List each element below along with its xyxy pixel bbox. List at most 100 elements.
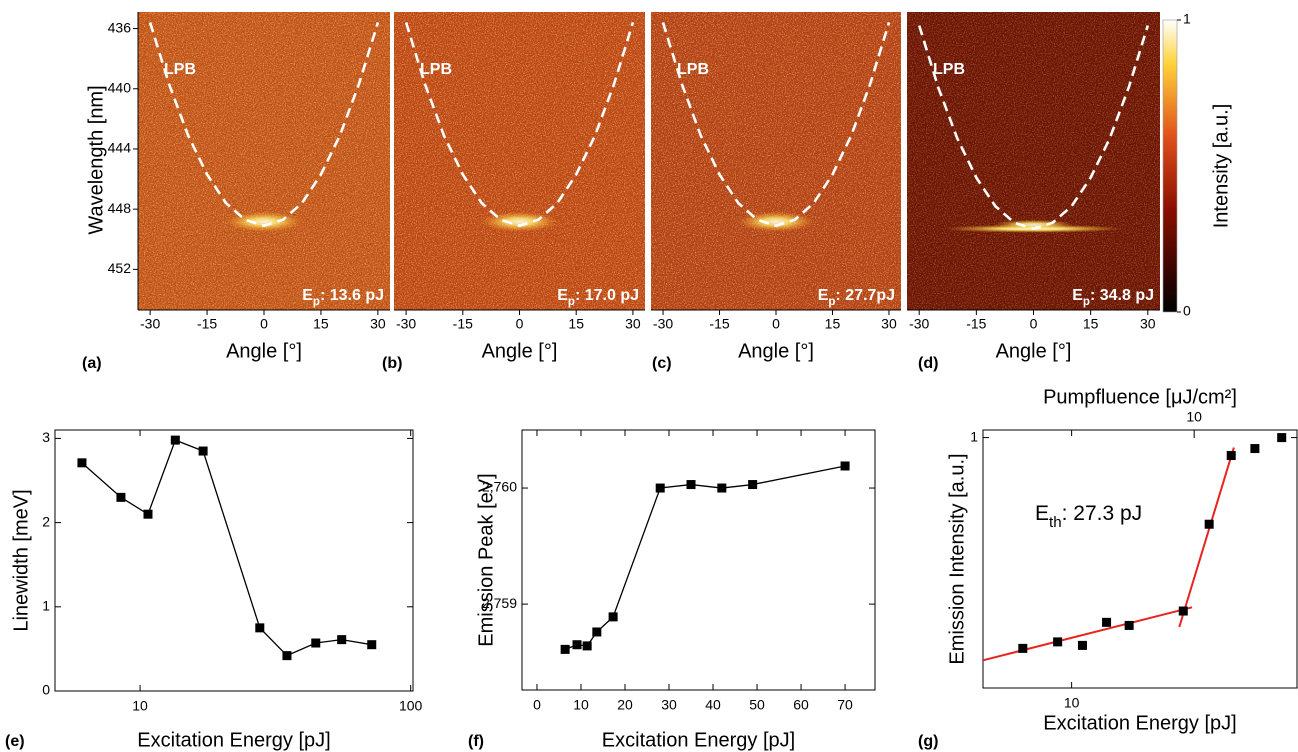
text: : 27.3 pJ xyxy=(1062,502,1143,525)
colorbar-tick-label: 0 xyxy=(1183,303,1191,319)
x-tick-label: 0 xyxy=(533,697,541,713)
y-tick-label: 436 xyxy=(108,19,132,35)
x-tick-label: 15 xyxy=(825,316,841,332)
subscript: p xyxy=(568,296,575,308)
panel-label: (b) xyxy=(382,355,402,372)
y-tick-label: 1 xyxy=(42,598,50,614)
data-point xyxy=(840,461,850,471)
y-tick-label: 452 xyxy=(108,260,132,276)
x-tick-label: -15 xyxy=(197,316,217,332)
emission-glow xyxy=(226,211,302,232)
y-tick-label: 448 xyxy=(108,200,132,216)
data-point xyxy=(1226,451,1236,461)
subscript: th xyxy=(1049,514,1062,531)
x-tick-label: -15 xyxy=(709,316,729,332)
annotation: LPB xyxy=(164,61,196,78)
emission-glow xyxy=(738,211,814,232)
annotation: LPB xyxy=(933,61,965,78)
threshold-label: Eth: 27.3 pJ xyxy=(1035,502,1142,531)
x-axis-label: Excitation Energy [pJ] xyxy=(137,729,330,751)
data-point xyxy=(572,640,582,650)
y-axis-label: Wavelength [nm] xyxy=(85,85,107,234)
noise-dark xyxy=(651,12,901,310)
text: : 27.7pJ xyxy=(835,287,895,304)
x-axis-label: Angle [°] xyxy=(738,340,814,362)
text: : 17.0 pJ xyxy=(575,287,639,304)
x-tick-label: -30 xyxy=(909,316,929,332)
x-tick-label: 15 xyxy=(568,316,584,332)
spectrum-image xyxy=(651,12,901,310)
data-point xyxy=(255,623,265,633)
subscript: p xyxy=(313,296,320,308)
annotation: LPB xyxy=(677,61,709,78)
symbol: E xyxy=(818,287,829,304)
x-tick-label: 10 xyxy=(573,697,589,713)
data-point xyxy=(116,492,126,502)
series-line xyxy=(81,439,372,657)
data-point xyxy=(1077,640,1087,650)
y-tick-label: 2,759 xyxy=(482,595,517,611)
text: : 34.8 pJ xyxy=(1090,287,1154,304)
data-point xyxy=(686,480,696,490)
x-tick-label: -30 xyxy=(396,316,416,332)
x-tick-label: 0 xyxy=(516,316,524,332)
x-axis-label: Angle [°] xyxy=(226,340,302,362)
y-tick-label: 440 xyxy=(108,79,132,95)
plot-frame xyxy=(54,429,414,692)
symbol: E xyxy=(302,287,313,304)
y-tick-label: 0 xyxy=(42,682,50,698)
x2-tick-label: 10 xyxy=(1186,409,1202,425)
x-axis-label: Angle [°] xyxy=(996,340,1072,362)
x-tick-label: 15 xyxy=(313,316,329,332)
x-tick-label: 15 xyxy=(1083,316,1099,332)
subscript: p xyxy=(1083,296,1090,308)
y-axis-label: Linewidth [meV] xyxy=(10,489,32,631)
data-point xyxy=(717,483,727,493)
lpb-curve xyxy=(404,22,635,228)
energy-label: Ep: 17.0 pJ xyxy=(557,287,639,308)
data-point xyxy=(367,640,377,650)
colorbar xyxy=(1162,19,1178,313)
fit-line xyxy=(1178,447,1235,628)
panel-label: (c) xyxy=(652,355,672,372)
data-point xyxy=(143,509,153,519)
x-tick-label: 30 xyxy=(661,697,677,713)
fit-line xyxy=(982,606,1193,662)
x-tick-label: -15 xyxy=(966,316,986,332)
colorbar-label: Intensity [a.u.] xyxy=(1210,104,1232,229)
data-point xyxy=(592,627,602,637)
symbol: E xyxy=(1072,287,1083,304)
y-axis-label: Emission Intensity [a.u.] xyxy=(946,453,968,664)
x-tick-label: 0 xyxy=(260,316,268,332)
x-tick-label: -30 xyxy=(140,316,160,332)
spectrum-image xyxy=(138,12,390,310)
noise-dark xyxy=(138,12,390,310)
x-tick-label: 0 xyxy=(772,316,780,332)
x-tick-label: 20 xyxy=(617,697,633,713)
x-axis-label: Excitation Energy [pJ] xyxy=(602,729,795,751)
energy-label: Ep: 34.8 pJ xyxy=(1072,287,1154,308)
x-tick-label: -30 xyxy=(653,316,673,332)
series-line xyxy=(564,465,846,650)
data-point xyxy=(282,651,292,661)
data-point xyxy=(337,635,347,645)
data-point xyxy=(1250,444,1260,454)
colorbar-tick-label: 1 xyxy=(1183,11,1191,27)
x-tick-label: 40 xyxy=(705,697,721,713)
x-tick-label: 30 xyxy=(370,316,386,332)
data-point xyxy=(1124,620,1134,630)
annotation: LPB xyxy=(420,61,452,78)
energy-label: Ep: 27.7pJ xyxy=(818,287,895,308)
noise-dark xyxy=(394,12,645,310)
data-point xyxy=(170,435,180,445)
data-point xyxy=(1178,606,1188,616)
spectrum-image xyxy=(394,12,645,310)
x-tick-label: 70 xyxy=(837,697,853,713)
x-axis-label: Angle [°] xyxy=(482,340,558,362)
x-tick-label: 10 xyxy=(132,698,148,714)
data-point xyxy=(198,446,208,456)
lpb-curve xyxy=(917,25,1150,231)
symbol: E xyxy=(1035,502,1049,525)
data-point xyxy=(1277,433,1287,443)
